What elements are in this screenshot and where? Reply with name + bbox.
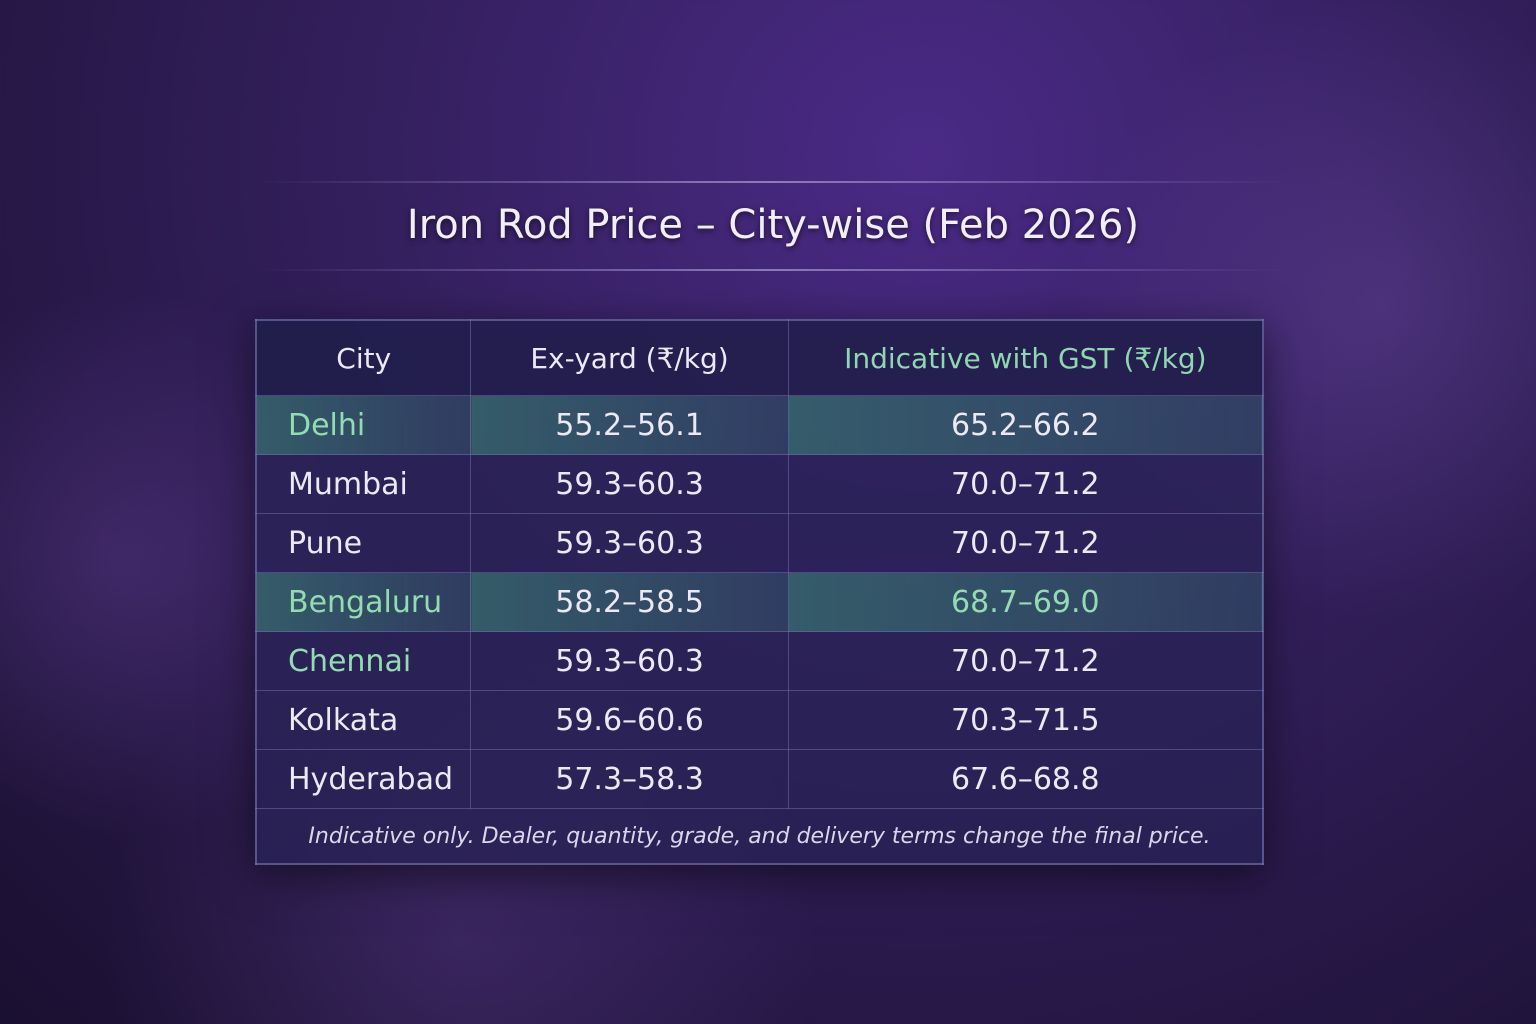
gst-price: 70.0–71.2: [787, 513, 1264, 573]
city: Delhi: [255, 395, 472, 455]
city: Kolkata: [255, 690, 472, 750]
header-row: City Ex-yard (₹/kg) Indicative with GST …: [255, 319, 1264, 396]
city: Bengaluru: [255, 572, 472, 632]
title-rule: [255, 269, 1290, 271]
gst-price: 65.2–66.2: [787, 395, 1264, 455]
footnote-row: Indicative only. Dealer, quantity, grade…: [255, 808, 1264, 865]
ex-yard: 59.3–60.3: [470, 513, 789, 573]
gst-price: 68.7–69.0: [787, 572, 1264, 632]
title-rule: [255, 181, 1290, 183]
city: Pune: [255, 513, 472, 573]
footnote: Indicative only. Dealer, quantity, grade…: [255, 808, 1264, 865]
ex-yard: 57.3–58.3: [470, 749, 789, 809]
gst-price: 67.6–68.8: [787, 749, 1264, 809]
column-header: Ex-yard (₹/kg): [470, 319, 789, 396]
column-header: City: [255, 319, 472, 396]
row: Hyderabad 57.3–58.3 67.6–68.8: [255, 749, 1264, 809]
row: Kolkata 59.6–60.6 70.3–71.5: [255, 690, 1264, 750]
city: Hyderabad: [255, 749, 472, 809]
price-table: City Ex-yard (₹/kg) Indicative with GST …: [255, 319, 1264, 865]
column-header: Indicative with GST (₹/kg): [787, 319, 1264, 396]
row: Mumbai 59.3–60.3 70.0–71.2: [255, 454, 1264, 514]
city: Mumbai: [255, 454, 472, 514]
city: Chennai: [255, 631, 472, 691]
title: Iron Rod Price – City-wise (Feb 2026): [406, 202, 1140, 248]
row: Delhi 55.2–56.1 65.2–66.2: [255, 395, 1264, 455]
row: Chennai 59.3–60.3 70.0–71.2: [255, 631, 1264, 691]
ex-yard: 55.2–56.1: [470, 395, 789, 455]
gst-price: 70.3–71.5: [787, 690, 1264, 750]
ex-yard: 59.3–60.3: [470, 454, 789, 514]
gst-price: 70.0–71.2: [787, 454, 1264, 514]
ex-yard: 59.6–60.6: [470, 690, 789, 750]
ex-yard: 59.3–60.3: [470, 631, 789, 691]
ex-yard: 58.2–58.5: [470, 572, 789, 632]
row: Pune 59.3–60.3 70.0–71.2: [255, 513, 1264, 573]
gst-price: 70.0–71.2: [787, 631, 1264, 691]
row: Bengaluru 58.2–58.5 68.7–69.0: [255, 572, 1264, 632]
